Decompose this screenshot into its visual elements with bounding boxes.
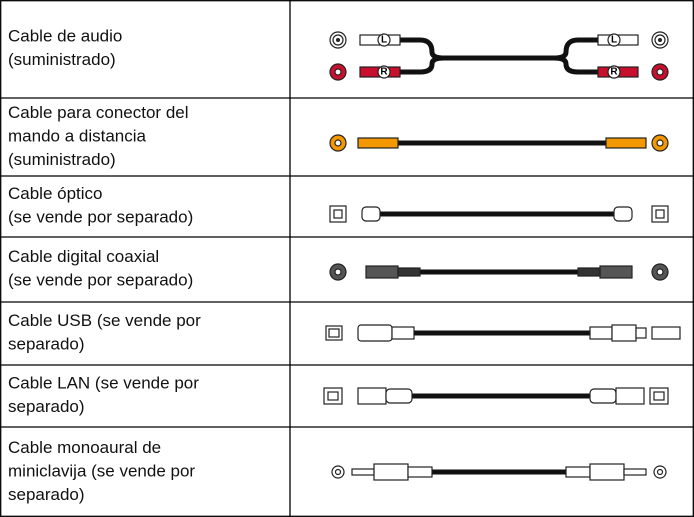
connector-label: R — [610, 67, 618, 78]
lan-cable — [323, 387, 669, 405]
audio-cable: L R L R — [329, 31, 669, 81]
usb-cable — [325, 324, 681, 342]
mini-plug-cable — [331, 463, 667, 481]
cable-name: Cable digital coaxial — [8, 247, 159, 266]
cable-name: separado) — [8, 485, 85, 504]
connector-label: L — [381, 35, 387, 46]
cable-name: (suministrado) — [8, 50, 116, 69]
cable-name: Cable óptico — [8, 184, 103, 203]
coaxial-cable — [329, 263, 669, 281]
cable-name: miniclavija (se vende por — [8, 461, 195, 480]
cable-name: (se vende por separado) — [8, 271, 193, 290]
cable-name: separado) — [8, 335, 85, 354]
remote-cable — [329, 134, 669, 152]
cable-name: separado) — [8, 397, 85, 416]
cable-name: Cable monoaural de — [8, 438, 161, 457]
cable-name: Cable USB (se vende por — [8, 311, 201, 330]
optical-cable — [329, 205, 669, 223]
cable-name: (se vende por separado) — [8, 208, 193, 227]
cable-name: (suministrado) — [8, 150, 116, 169]
cable-name: mando a distancia — [8, 126, 147, 145]
cable-name: Cable LAN (se vende por — [8, 374, 199, 393]
cable-name: Cable para conector del — [8, 103, 189, 122]
cable-name: Cable de audio — [8, 27, 122, 46]
connector-label: R — [380, 67, 388, 78]
connector-label: L — [611, 35, 617, 46]
